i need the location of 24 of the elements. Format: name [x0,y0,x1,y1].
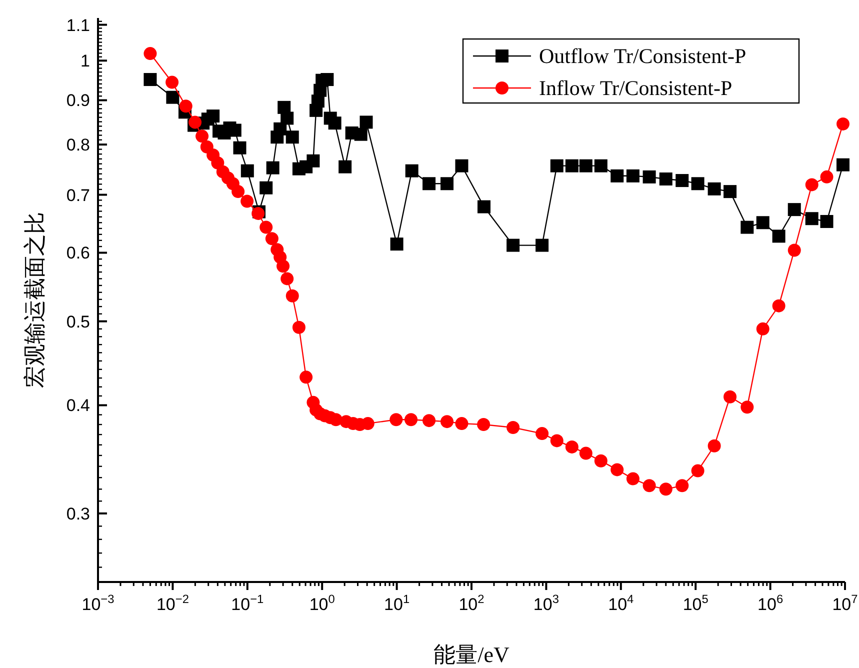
legend-label: Inflow Tr/Consistent-P [539,76,732,100]
xtick: 10$^{7}$ [832,592,858,614]
xlabel: 能量/eV [434,642,510,667]
xtick: 10$^{6}$ [758,592,784,614]
ytick: 0.8 [66,136,90,155]
ytick: 0.3 [66,504,90,524]
xtick: 10$^{−3}$ [82,592,114,614]
xtick: 10$^{−2}$ [156,592,189,614]
xtick: 10$^{0}$ [309,592,335,614]
ytick: 1.1 [66,16,90,35]
ytick: 0.4 [66,396,90,416]
xtick: 10$^{2}$ [458,592,484,614]
ytick: 0.9 [66,91,90,110]
xtick: 10$^{3}$ [533,592,559,614]
xtick: 10$^{1}$ [384,592,410,614]
xtick: 10$^{5}$ [682,592,708,614]
legend-label: Outflow Tr/Consistent-P [539,44,746,68]
ytick: 0.7 [66,186,90,205]
xtick: 10$^{4}$ [608,592,634,614]
ytick: 0.6 [66,244,90,263]
xtick: 10$^{−1}$ [231,592,264,614]
ytick: 1 [80,52,90,71]
ytick: 0.5 [66,312,90,332]
ylabel: 宏观输运截面之比 [22,212,47,388]
